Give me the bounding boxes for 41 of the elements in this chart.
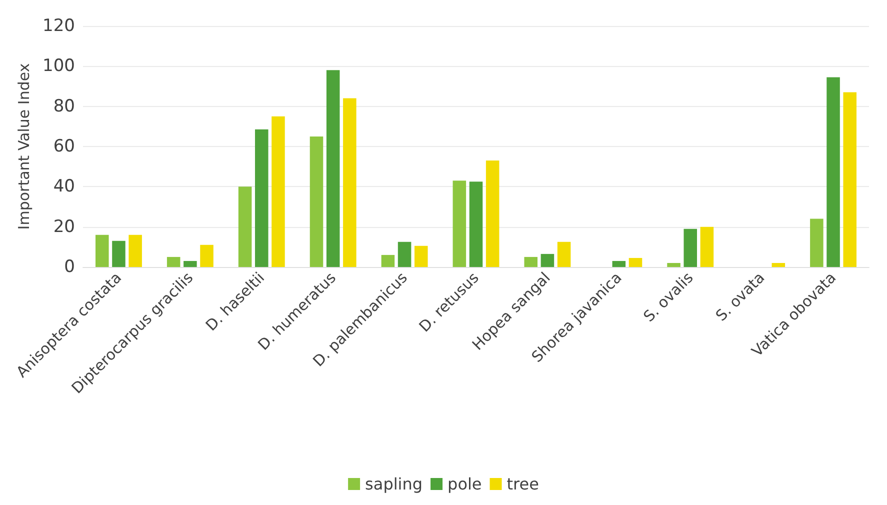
legend-label: sapling — [365, 474, 423, 494]
legend-label: tree — [506, 474, 539, 494]
y-tick-label: 80 — [53, 96, 75, 116]
bar — [343, 98, 356, 267]
y-tick-label: 100 — [42, 56, 75, 76]
y-axis-title: Important Value Index — [15, 63, 34, 230]
y-tick-label: 0 — [64, 257, 75, 277]
bar — [184, 260, 197, 267]
bar — [166, 256, 180, 267]
bar — [381, 254, 395, 267]
y-tick-label: 120 — [42, 16, 75, 36]
bar — [486, 160, 500, 267]
bar — [272, 116, 285, 267]
bar — [112, 240, 126, 267]
bar — [398, 242, 412, 267]
bar — [200, 244, 214, 267]
legend-label: pole — [448, 474, 482, 494]
bar — [557, 242, 571, 267]
y-tick-label: 20 — [53, 216, 75, 237]
bar — [326, 70, 340, 267]
bar — [826, 77, 840, 267]
bar — [255, 129, 268, 267]
bar — [667, 262, 680, 267]
bar — [540, 254, 554, 267]
bar — [524, 256, 538, 267]
bar — [238, 186, 252, 267]
bar — [684, 228, 697, 267]
bar — [469, 182, 483, 267]
bar — [414, 246, 428, 267]
bar — [96, 234, 109, 267]
bar — [700, 226, 714, 267]
y-tick-label: 60 — [53, 136, 75, 156]
bar — [810, 218, 824, 267]
bar — [452, 180, 466, 267]
bar — [310, 136, 324, 267]
bar — [772, 262, 786, 267]
bar — [128, 234, 142, 267]
bar — [612, 260, 626, 267]
bar — [843, 92, 856, 267]
bar — [628, 258, 642, 267]
y-tick-label: 40 — [53, 176, 75, 197]
